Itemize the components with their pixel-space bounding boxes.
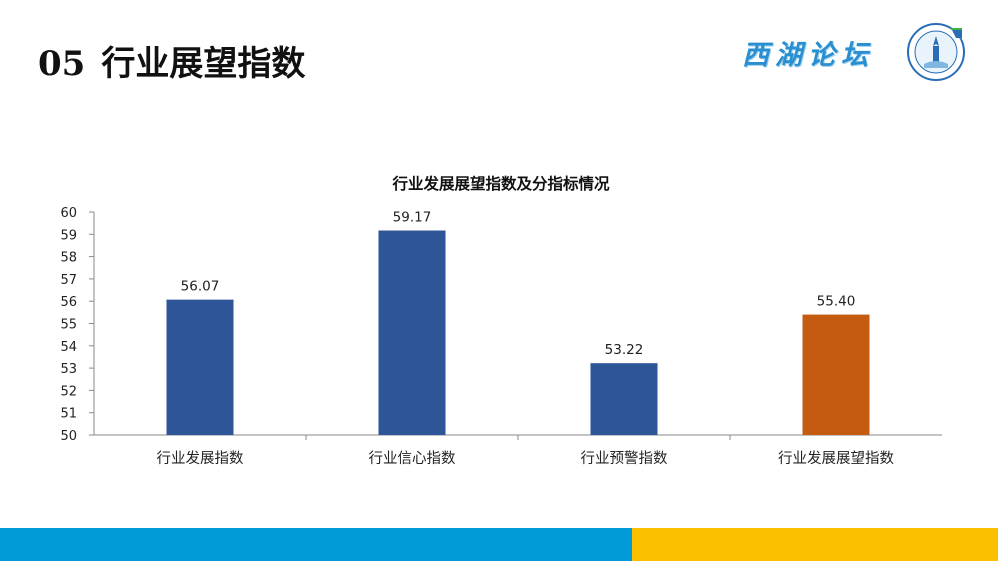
y-tick-label: 58 [60,251,77,266]
x-axis-labels: 行业发展指数 行业信心指数 行业预警指数 行业发展展望指数 [157,435,894,467]
section-number: 05 [38,44,86,84]
y-tick-label: 53 [60,362,77,377]
category-label: 行业信心指数 [369,450,456,467]
y-tick-label: 57 [60,273,77,288]
category-label: 行业发展指数 [157,450,244,467]
y-tick-label: 56 [60,295,77,310]
y-tick-label: 59 [60,228,77,243]
section-title: 行业展望指数 [101,44,306,84]
y-tick-label: 51 [60,407,77,422]
y-tick-label: 55 [60,318,77,333]
bar [590,363,658,435]
bar [802,314,870,435]
bar [378,230,446,435]
bar-value-label: 56.07 [181,279,220,295]
forum-logo [907,23,965,81]
y-tick-label: 60 [60,206,77,221]
y-tick-label: 54 [60,340,77,355]
footer-band-blue [0,528,632,561]
bars: 56.07 59.17 53.22 55.40 [166,210,870,435]
bar-value-label: 59.17 [393,210,432,226]
category-label: 行业发展展望指数 [778,450,894,467]
brand-name: 西湖论坛 [742,40,874,71]
page-title: 05 行业展望指数 [38,36,305,85]
chart-title: 行业发展展望指数及分指标情况 [391,174,610,193]
bar [166,299,234,435]
y-tick-label: 50 [60,429,77,444]
y-tick-label: 52 [60,384,77,399]
footer-band-yellow [632,528,998,561]
bar-value-label: 55.40 [817,294,856,310]
bar-value-label: 53.22 [605,342,644,358]
category-label: 行业预警指数 [581,450,668,467]
y-axis-ticks: 50 51 52 53 54 55 56 57 58 59 60 [60,206,94,444]
